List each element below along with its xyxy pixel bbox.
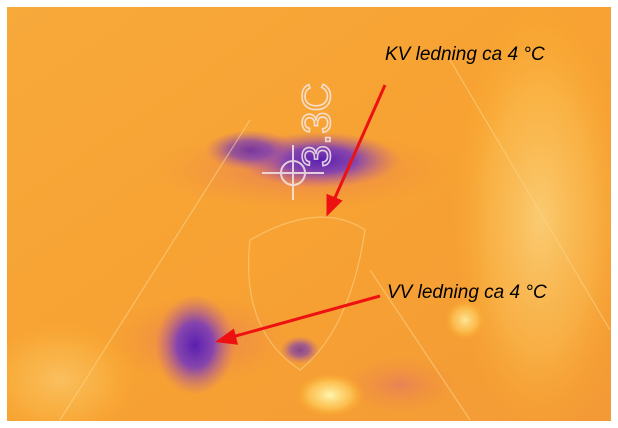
annotation: KV ledning ca 4 °C (385, 44, 545, 65)
temperature-reading: 3.3C (295, 83, 339, 168)
annotation: VV ledning ca 4 °C (387, 282, 547, 303)
page: 3.3C KV ledning ca 4 °C VV ledning ca 4 … (0, 0, 618, 428)
thermal-photo: 3.3C KV ledning ca 4 °C VV ledning ca 4 … (0, 0, 618, 428)
